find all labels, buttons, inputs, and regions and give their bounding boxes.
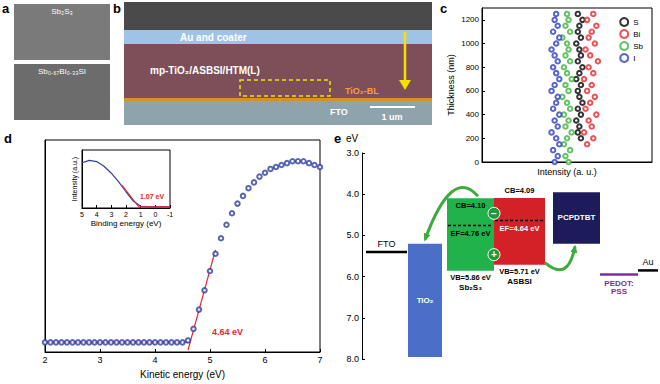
svg-text:3.0: 3.0	[346, 148, 359, 158]
svg-text:Thickness (nm): Thickness (nm)	[446, 54, 456, 116]
svg-text:I: I	[633, 54, 635, 63]
svg-text:1000: 1000	[461, 39, 479, 48]
svg-text:1.07 eV: 1.07 eV	[140, 193, 164, 200]
svg-text:TiO₂-BL: TiO₂-BL	[345, 86, 379, 96]
svg-text:CB=4.09: CB=4.09	[505, 186, 535, 195]
svg-text:600: 600	[466, 86, 480, 95]
svg-text:Au and coater: Au and coater	[180, 32, 247, 43]
svg-text:5: 5	[207, 355, 212, 365]
svg-text:5.0: 5.0	[346, 230, 359, 240]
svg-text:4.0: 4.0	[346, 189, 359, 199]
svg-text:7: 7	[317, 355, 322, 365]
svg-text:Sb: Sb	[633, 42, 643, 51]
svg-text:CB=4.10: CB=4.10	[456, 201, 486, 210]
svg-text:PEDOT:: PEDOT:	[604, 279, 634, 288]
svg-text:d: d	[4, 131, 12, 146]
svg-text:7.0: 7.0	[346, 313, 359, 323]
svg-text:200: 200	[466, 134, 480, 143]
svg-text:+: +	[491, 249, 497, 260]
svg-text:Au: Au	[642, 257, 653, 267]
svg-text:4.64 eV: 4.64 eV	[212, 327, 243, 337]
svg-text:VB=5.71 eV: VB=5.71 eV	[499, 267, 540, 276]
svg-text:Sb₂S₃: Sb₂S₃	[51, 7, 72, 16]
svg-text:TiO₂: TiO₂	[417, 296, 434, 305]
svg-text:2: 2	[124, 211, 128, 218]
svg-text:eV: eV	[346, 133, 359, 144]
svg-text:c: c	[440, 1, 447, 16]
svg-text:FTO: FTO	[330, 107, 348, 117]
svg-text:b: b	[113, 1, 121, 16]
svg-text:4: 4	[95, 211, 99, 218]
svg-text:FTO: FTO	[378, 239, 396, 249]
svg-text:5: 5	[80, 211, 84, 218]
svg-text:0: 0	[153, 211, 157, 218]
svg-text:6.0: 6.0	[346, 272, 359, 282]
svg-text:-1: -1	[167, 211, 173, 218]
svg-text:800: 800	[466, 63, 480, 72]
svg-text:mp-TiO₂/ASBSI/HTM(L): mp-TiO₂/ASBSI/HTM(L)	[150, 65, 260, 76]
svg-text:EF=4.64 eV: EF=4.64 eV	[500, 224, 540, 233]
svg-text:Sb₀.₆₇Bi₀.₃₃SI: Sb₀.₆₇Bi₀.₃₃SI	[38, 67, 86, 76]
svg-text:ASBSI: ASBSI	[507, 277, 531, 286]
svg-text:Bi: Bi	[633, 30, 640, 39]
svg-text:Kinetic energy (eV): Kinetic energy (eV)	[140, 369, 225, 380]
svg-text:3: 3	[109, 211, 113, 218]
svg-text:Intensity (a.u.): Intensity (a.u.)	[71, 157, 79, 201]
svg-text:Intensity (a. u.): Intensity (a. u.)	[537, 167, 597, 177]
svg-text:a: a	[2, 1, 10, 16]
svg-text:EF=4.76 eV: EF=4.76 eV	[451, 229, 491, 238]
svg-text:PCPDTBT: PCPDTBT	[558, 213, 596, 222]
svg-text:6: 6	[262, 355, 267, 365]
svg-text:8.0: 8.0	[346, 354, 359, 364]
svg-text:Binding energy (eV): Binding energy (eV)	[91, 219, 162, 228]
svg-text:3: 3	[97, 355, 102, 365]
svg-text:VB=5.86 eV: VB=5.86 eV	[450, 273, 491, 282]
svg-text:0: 0	[475, 158, 480, 167]
svg-text:400: 400	[466, 110, 480, 119]
svg-text:Sb₂S₃: Sb₂S₃	[459, 283, 482, 292]
svg-text:1: 1	[139, 211, 143, 218]
svg-text:e: e	[334, 131, 341, 146]
svg-text:1 um: 1 um	[381, 112, 402, 122]
svg-text:PSS: PSS	[611, 287, 628, 296]
svg-text:1200: 1200	[461, 15, 479, 24]
svg-text:S: S	[633, 18, 638, 27]
svg-text:4: 4	[152, 355, 157, 365]
svg-text:2: 2	[42, 355, 47, 365]
svg-text:−: −	[491, 208, 497, 219]
